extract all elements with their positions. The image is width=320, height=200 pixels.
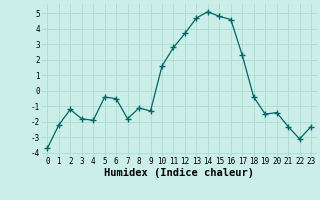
X-axis label: Humidex (Indice chaleur): Humidex (Indice chaleur) [104, 168, 254, 178]
